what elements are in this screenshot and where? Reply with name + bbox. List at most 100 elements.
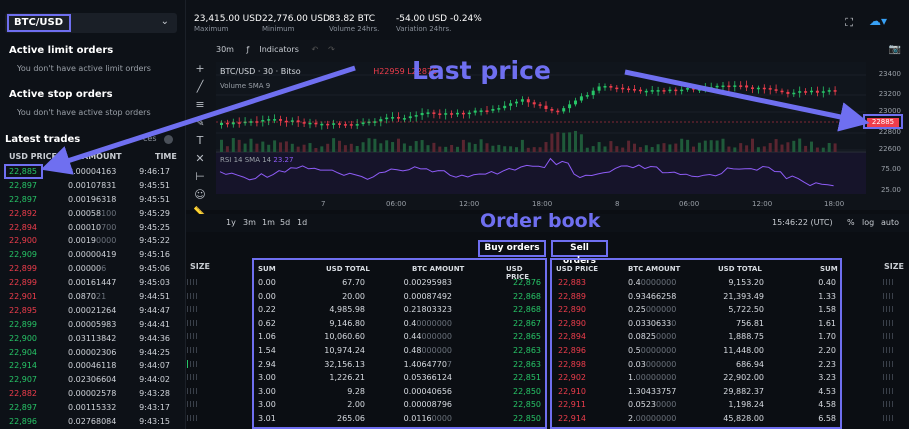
buy-orders-table: SUM USD TOTAL BTC AMOUNT USD PRICE 0.00 6… — [252, 258, 547, 429]
sell-order-row[interactable]: 22,890 0.03306330 756.81 1.61 — [552, 318, 840, 332]
buy-sum: 3.00 — [258, 400, 276, 410]
range-5d[interactable]: 5d — [280, 218, 291, 227]
latest-trades-title: Latest trades — [5, 134, 81, 145]
buy-order-row[interactable]: 0.00 67.70 0.00295983 22,876 — [254, 277, 545, 291]
sell-order-row[interactable]: 22,898 0.03000000 686.94 2.23 — [552, 359, 840, 373]
buy-order-row[interactable]: 0.00 20.00 0.00087492 22,868 — [254, 291, 545, 305]
sell-usd-price: 22,910 — [558, 386, 586, 396]
percent-toggle[interactable]: % — [847, 218, 855, 227]
crosshair-icon[interactable]: + — [195, 62, 205, 75]
trade-time: 9:45:29 — [139, 208, 170, 218]
x-tick-8: 8 — [615, 200, 620, 208]
size-bar — [883, 317, 903, 331]
pattern-icon[interactable]: ✕ — [195, 152, 205, 165]
buy-order-row[interactable]: 3.26 5,710.75 0.25000000 22,843 — [254, 427, 545, 429]
trade-price: 22,892 — [9, 208, 37, 218]
buy-order-row[interactable]: 0.22 4,985.98 0.21803323 22,868 — [254, 304, 545, 318]
x-tick-1200b: 12:00 — [752, 200, 773, 208]
fib-icon[interactable]: ≡ — [195, 98, 205, 111]
auto-toggle[interactable]: auto — [881, 218, 900, 227]
undo-icon[interactable]: ↶ — [311, 45, 319, 54]
range-1d[interactable]: 1d — [297, 218, 308, 227]
size-bar — [187, 398, 207, 412]
buy-order-row[interactable]: 3.00 9.28 0.00040656 22,850 — [254, 386, 545, 400]
indicators-icon[interactable]: ƒ — [246, 45, 250, 54]
trade-row: 22,914 0.00046118 9:44:07 — [0, 360, 186, 374]
sell-order-row[interactable]: 22,896 0.50000000 11,448.00 2.20 — [552, 345, 840, 359]
buy-order-row[interactable]: 3.00 2.00 0.00008796 22,850 — [254, 399, 545, 413]
trade-price: 22,904 — [9, 347, 37, 357]
trade-time: 9:45:25 — [139, 222, 170, 232]
buy-usd-price: 22,850 — [513, 413, 541, 423]
redo-icon[interactable]: ↷ — [328, 45, 335, 54]
buy-btc-amount: 0.00087492 — [403, 291, 452, 301]
buy-order-row[interactable]: 0.62 9,146.80 0.40000000 22,867 — [254, 318, 545, 332]
buy-sum: 0.00 — [258, 278, 276, 287]
x-tick-7: 7 — [321, 200, 326, 208]
sell-usd-price: 22,898 — [558, 359, 586, 369]
buy-usd-price: 22,876 — [513, 278, 541, 287]
trade-amount: 0.03113842 — [68, 333, 117, 343]
buy-order-row[interactable]: 1.06 10,060.60 0.44000000 22,865 — [254, 331, 545, 345]
sell-btc-amount: 0.50000000 — [628, 345, 677, 355]
buy-order-row[interactable]: 3.00 1,226.21 0.05366124 22,851 — [254, 372, 545, 386]
buy-order-row[interactable]: 3.01 265.06 0.01160000 22,850 — [254, 413, 545, 427]
range-1y[interactable]: 1y — [226, 218, 236, 227]
range-3m[interactable]: 3m — [243, 218, 256, 227]
sell-order-row[interactable]: 22,890 0.25000000 5,722.50 1.58 — [552, 304, 840, 318]
trade-time: 9:44:41 — [139, 319, 170, 329]
pair-select[interactable]: BTC/USD ⌄ — [5, 13, 177, 33]
camera-icon[interactable]: 📷 — [888, 44, 901, 55]
size-bar — [883, 276, 903, 290]
log-toggle[interactable]: log — [862, 218, 875, 227]
buy-order-row[interactable]: 1.54 10,974.24 0.48000000 22,863 — [254, 345, 545, 359]
stat-minimum: 22,776.00 USD Minimum — [262, 14, 330, 33]
sell-order-row[interactable]: 22,910 1.30433757 29,882.37 4.53 — [552, 386, 840, 400]
cloud-icon[interactable]: ☁▾ — [868, 14, 887, 28]
trade-price: 22,900 — [9, 236, 37, 246]
range-1m[interactable]: 1m — [262, 218, 275, 227]
size-bar — [187, 276, 207, 290]
sell-usd-total: 114,570.00 — [718, 428, 764, 429]
trade-amount: 0.00010700 — [68, 222, 117, 232]
trades-toggle[interactable] — [164, 135, 173, 144]
market-stats: 23,415.00 USD Maximum 22,776.00 USD Minimu… — [186, 0, 909, 40]
trendline-icon[interactable]: ╱ — [196, 80, 204, 93]
sell-usd-price: 22,889 — [558, 291, 586, 301]
size-bar — [187, 426, 207, 429]
sell-order-row[interactable]: 22,883 0.40000000 9,153.20 0.40 — [552, 277, 840, 291]
size-bar — [187, 330, 207, 344]
buy-orders-label: Buy orders — [478, 240, 546, 257]
text-tool-icon[interactable]: T — [196, 134, 204, 147]
trade-row: 22,892 0.00058100 9:45:29 — [0, 208, 186, 222]
sell-order-row[interactable]: 22,911 0.05230000 1,198.24 4.58 — [552, 399, 840, 413]
sell-order-row[interactable]: 22,889 0.93466258 21,393.49 1.33 — [552, 291, 840, 305]
interval-button[interactable]: 30m — [216, 45, 234, 54]
sell-usd-price: 22,890 — [558, 318, 586, 328]
buy-btc-amount: 0.44000000 — [403, 332, 452, 342]
sell-order-row[interactable]: 22,894 0.08250000 1,888.75 1.70 — [552, 331, 840, 345]
sell-order-row[interactable]: 22,914 5.00000000 114,570.00 11.58 — [552, 427, 840, 429]
measure-icon[interactable]: ⊢ — [195, 170, 205, 183]
fullscreen-icon[interactable]: ⛶ — [845, 16, 853, 29]
trade-time: 9:45:51 — [139, 194, 170, 204]
sell-sum: 11.58 — [813, 428, 836, 429]
sell-order-row[interactable]: 22,902 1.00000000 22,902.00 3.23 — [552, 372, 840, 386]
sell-order-row[interactable]: 22,914 2.00000000 45,828.00 6.58 — [552, 413, 840, 427]
trade-amount: 0.00196318 — [68, 194, 117, 204]
buy-header-usd-total: USD TOTAL — [326, 265, 370, 273]
buy-usd-price: 22,868 — [513, 305, 541, 315]
size-bar — [187, 358, 207, 372]
brush-icon[interactable]: ✎ — [195, 116, 205, 129]
trade-time: 9:45:22 — [139, 236, 170, 246]
sell-usd-total: 1,198.24 — [728, 400, 764, 410]
trade-time: 9:45:06 — [139, 264, 170, 274]
trade-time: 9:46:17 — [139, 167, 170, 176]
buy-usd-total: 265.06 — [337, 413, 365, 423]
buy-sum: 3.01 — [258, 413, 276, 423]
indicators-button[interactable]: Indicators — [259, 45, 299, 54]
trade-amount: 0.00046118 — [68, 361, 117, 371]
trade-row: 22,899 0.00005983 9:44:41 — [0, 319, 186, 333]
buy-order-row[interactable]: 2.94 32,156.13 1.40647707 22,863 — [254, 359, 545, 373]
emoji-icon[interactable]: ☺ — [194, 188, 206, 201]
